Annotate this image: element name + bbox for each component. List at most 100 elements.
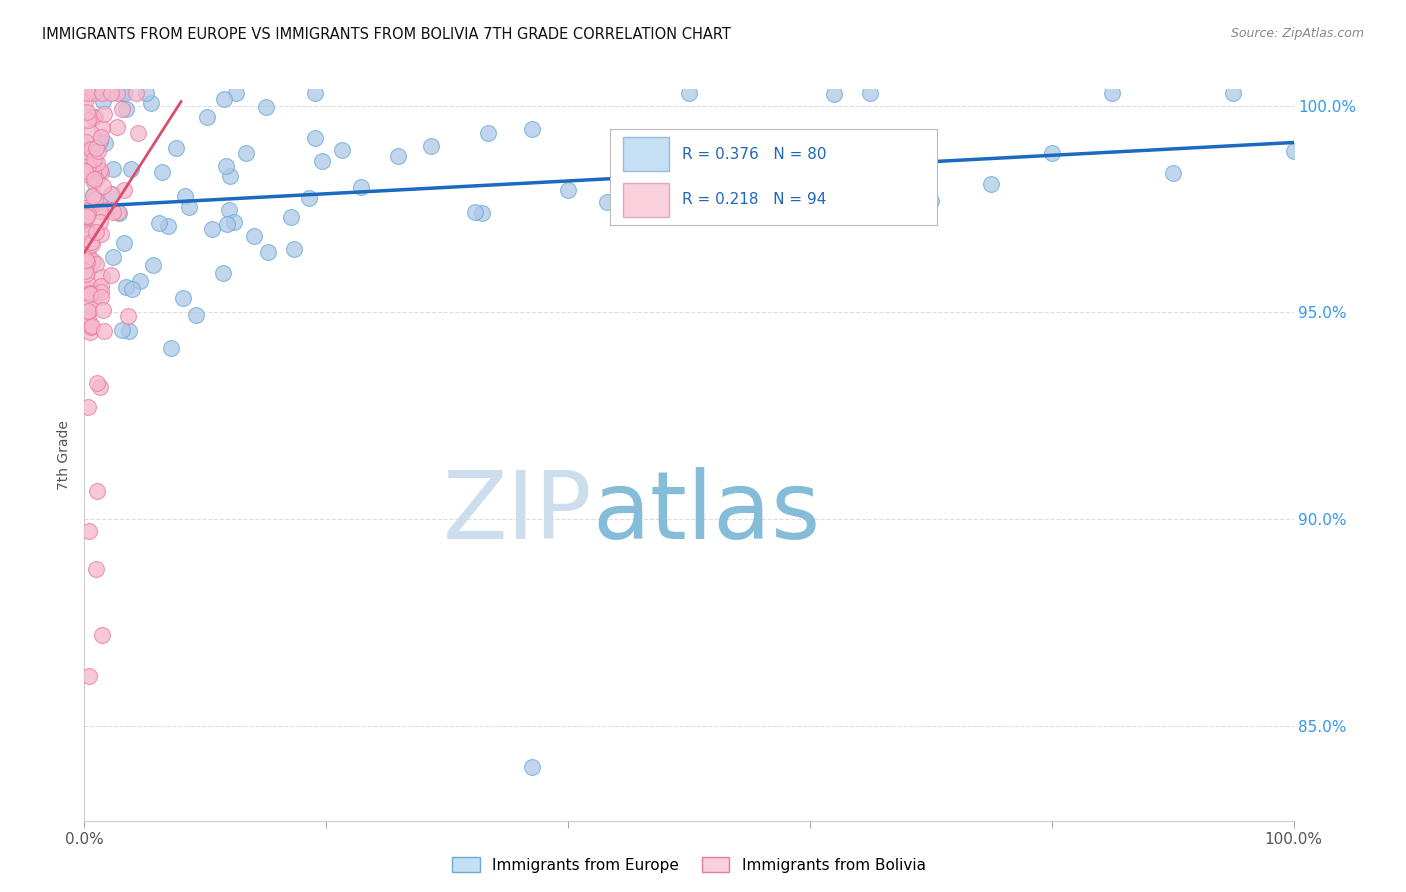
Point [89,215,111,229]
Point [218,169,240,183]
Point [94,136,117,151]
Point [77,159,100,173]
Point [77,303,100,318]
Point [172,291,194,305]
Point [75,263,97,277]
Point [75,208,97,222]
Point [120,162,142,177]
Point [100,187,122,202]
Point [112,183,135,197]
Point [118,324,141,338]
Point [87,195,110,210]
Point [90,165,112,179]
Point [89,203,111,218]
Point [520,760,543,774]
Point [83,175,105,189]
Point [111,323,134,337]
Point [80,127,103,141]
Point [128,274,150,288]
Point [799,165,821,179]
Text: R = 0.376   N = 80: R = 0.376 N = 80 [682,146,827,161]
Point [678,87,700,101]
Point [80,283,103,297]
Point [79,325,101,339]
Point [96,202,118,217]
Point [83,172,105,186]
Point [1222,87,1244,101]
Point [195,110,218,124]
Point [84,258,107,272]
Point [86,144,108,158]
Point [90,227,112,241]
Point [90,120,112,135]
Point [77,202,100,217]
Point [83,152,105,166]
Point [76,87,98,101]
Text: Source: ZipAtlas.com: Source: ZipAtlas.com [1230,27,1364,40]
Point [90,285,112,300]
Point [103,161,125,176]
Point [79,286,101,301]
Text: IMMIGRANTS FROM EUROPE VS IMMIGRANTS FROM BOLIVIA 7TH GRADE CORRELATION CHART: IMMIGRANTS FROM EUROPE VS IMMIGRANTS FRO… [42,27,731,42]
Point [212,266,235,280]
Point [225,87,247,101]
Point [150,165,173,179]
Point [980,177,1002,191]
Point [127,126,149,140]
Point [86,376,108,390]
Point [148,216,170,230]
Point [179,201,201,215]
Point [91,628,114,642]
Point [387,149,409,163]
Point [1282,144,1305,158]
Point [224,215,246,229]
Point [80,235,103,250]
Point [920,194,942,209]
Point [77,207,100,221]
Y-axis label: 7th Grade: 7th Grade [58,420,72,490]
Point [90,279,112,293]
Point [77,400,100,414]
Point [212,92,235,106]
Point [82,169,104,184]
Point [75,253,97,268]
Point [80,320,103,334]
Point [86,483,108,498]
Point [218,203,240,218]
Point [823,87,845,101]
Point [89,162,111,177]
Point [859,87,882,101]
Point [101,205,124,219]
Point [80,142,103,156]
Point [84,561,107,575]
Point [83,192,105,206]
Point [617,186,640,200]
Point [217,217,239,231]
Point [82,285,104,300]
Point [254,100,277,114]
Point [77,227,100,241]
Point [114,87,136,101]
Text: atlas: atlas [592,467,821,559]
Point [111,103,134,117]
Point [75,268,97,282]
Point [349,180,371,194]
Point [76,104,98,119]
Point [157,219,180,233]
Point [125,87,148,101]
Point [112,236,135,251]
Point [79,286,101,301]
Point [304,87,326,101]
Point [77,224,100,238]
Point [738,158,761,172]
Point [1161,165,1184,179]
Point [75,167,97,181]
Point [165,141,187,155]
Point [77,200,100,214]
Point [82,163,104,178]
Point [84,141,107,155]
Point [82,237,104,252]
Point [73,95,96,109]
Point [80,319,103,334]
Point [256,245,278,260]
